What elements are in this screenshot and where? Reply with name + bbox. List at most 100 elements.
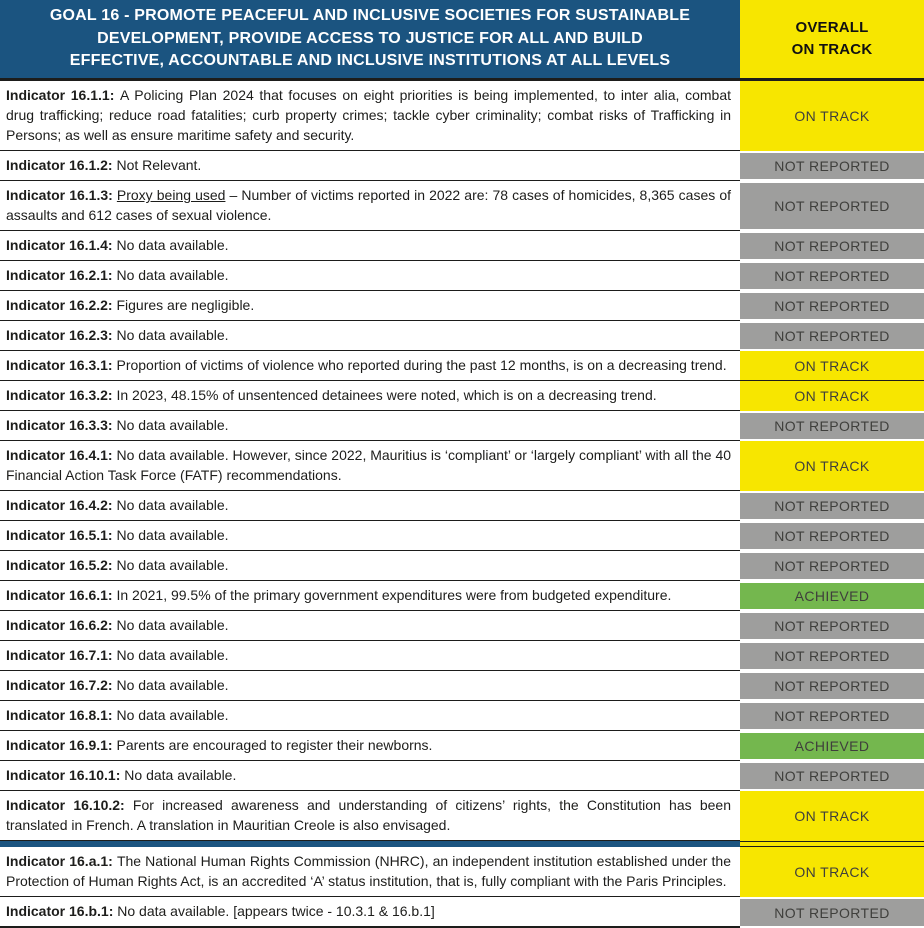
indicator-text: In 2021, 99.5% of the primary government…: [116, 587, 672, 604]
indicator-row: Indicator 16.1.2: Not Relevant. NOT REPOR…: [0, 151, 924, 182]
indicator-text-cell: Indicator 16.9.1: Parents are encouraged…: [0, 731, 740, 762]
indicator-row: Indicator 16.a.1: The National Human Rig…: [0, 847, 924, 898]
indicator-text-cell: Indicator 16.a.1: The National Human Rig…: [0, 847, 740, 898]
indicator-text: A Policing Plan 2024 that focuses on eig…: [6, 87, 732, 144]
status-badge: NOT REPORTED: [740, 183, 924, 230]
indicator-text: Figures are negligible.: [116, 297, 255, 314]
status-cell: ON TRACK: [740, 791, 924, 842]
status-badge: NOT REPORTED: [740, 493, 924, 520]
status-badge: ON TRACK: [740, 847, 924, 898]
indicator-label: Indicator 16.1.4:: [6, 237, 117, 254]
status-cell: NOT REPORTED: [740, 261, 924, 292]
indicator-text-cell: Indicator 16.b.1: No data available. [ap…: [0, 897, 740, 928]
status-cell: NOT REPORTED: [740, 231, 924, 262]
indicator-text: No data available.: [116, 497, 229, 514]
status-badge: ON TRACK: [740, 441, 924, 492]
status-badge: NOT REPORTED: [740, 263, 924, 290]
indicator-text: No data available.: [116, 267, 229, 284]
indicator-label: Indicator 16.2.3:: [6, 327, 117, 344]
indicator-label: Indicator 16.8.1:: [6, 707, 117, 724]
indicator-row: Indicator 16.1.3: Proxy being used – Num…: [0, 181, 924, 232]
indicator-row: Indicator 16.5.2: No data available. NOT …: [0, 551, 924, 582]
indicator-label: Indicator 16.10.2:: [6, 797, 133, 814]
status-badge: NOT REPORTED: [740, 153, 924, 180]
indicator-row: Indicator 16.1.4: No data available. NOT …: [0, 231, 924, 262]
indicator-text-cell: Indicator 16.10.1: No data available.: [0, 761, 740, 792]
indicator-row: Indicator 16.5.1: No data available. NOT …: [0, 521, 924, 552]
indicator-row: Indicator 16.7.2: No data available. NOT …: [0, 671, 924, 702]
indicator-row: Indicator 16.6.2: No data available. NOT …: [0, 611, 924, 642]
indicator-label: Indicator 16.1.2:: [6, 157, 117, 174]
status-badge: ACHIEVED: [740, 733, 924, 760]
indicator-text: No data available.: [116, 527, 229, 544]
indicator-row: Indicator 16.2.2: Figures are negligible…: [0, 291, 924, 322]
indicator-text-cell: Indicator 16.8.1: No data available.: [0, 701, 740, 732]
indicator-label: Indicator 16.4.1:: [6, 447, 117, 464]
indicator-rows-container: Indicator 16.1.1: A Policing Plan 2024 t…: [0, 81, 924, 928]
status-cell: NOT REPORTED: [740, 611, 924, 642]
status-cell: NOT REPORTED: [740, 321, 924, 352]
indicator-text: No data available.: [116, 617, 229, 634]
indicator-label: Indicator 16.5.2:: [6, 557, 117, 574]
indicator-text-cell: Indicator 16.3.3: No data available.: [0, 411, 740, 442]
status-cell: ON TRACK: [740, 847, 924, 898]
indicator-label: Indicator 16.6.2:: [6, 617, 117, 634]
indicator-underlined-text: Proxy being used: [116, 187, 226, 204]
section-divider: [0, 841, 924, 848]
indicator-row: Indicator 16.2.1: No data available. NOT …: [0, 261, 924, 292]
status-badge: ACHIEVED: [740, 583, 924, 610]
indicator-text-cell: Indicator 16.3.1: Proportion of victims …: [0, 351, 740, 382]
indicator-row: Indicator 16.3.2: In 2023, 48.15% of uns…: [0, 381, 924, 412]
indicator-text-cell: Indicator 16.5.1: No data available.: [0, 521, 740, 552]
status-cell: NOT REPORTED: [740, 491, 924, 522]
status-cell: NOT REPORTED: [740, 151, 924, 182]
indicator-text: No data available.: [116, 417, 229, 434]
status-badge: ON TRACK: [740, 791, 924, 842]
indicator-label: Indicator 16.a.1:: [6, 853, 117, 870]
indicator-text: In 2023, 48.15% of unsentenced detainees…: [116, 387, 657, 404]
indicator-text-cell: Indicator 16.2.2: Figures are negligible…: [0, 291, 740, 322]
indicator-text-cell: Indicator 16.2.3: No data available.: [0, 321, 740, 352]
status-cell: NOT REPORTED: [740, 671, 924, 702]
indicator-row: Indicator 16.7.1: No data available. NOT …: [0, 641, 924, 672]
indicator-text-cell: Indicator 16.10.2: For increased awarene…: [0, 791, 740, 842]
indicator-text-cell: Indicator 16.1.4: No data available.: [0, 231, 740, 262]
status-badge: ON TRACK: [740, 381, 924, 412]
indicator-text: Proportion of victims of violence who re…: [116, 357, 727, 374]
status-cell: ON TRACK: [740, 81, 924, 152]
status-badge: NOT REPORTED: [740, 413, 924, 440]
indicator-label: Indicator 16.4.2:: [6, 497, 117, 514]
status-badge: NOT REPORTED: [740, 523, 924, 550]
status-cell: NOT REPORTED: [740, 291, 924, 322]
indicator-text-cell: Indicator 16.2.1: No data available.: [0, 261, 740, 292]
status-cell: NOT REPORTED: [740, 411, 924, 442]
section-divider-status-strip: [740, 841, 924, 848]
status-cell: ON TRACK: [740, 381, 924, 412]
indicator-text: No data available.: [116, 707, 229, 724]
indicator-text-cell: Indicator 16.6.2: No data available.: [0, 611, 740, 642]
status-cell: NOT REPORTED: [740, 701, 924, 732]
indicator-text: No data available.: [116, 237, 229, 254]
indicator-label: Indicator 16.6.1:: [6, 587, 117, 604]
status-badge: NOT REPORTED: [740, 613, 924, 640]
indicator-text-cell: Indicator 16.6.1: In 2021, 99.5% of the …: [0, 581, 740, 612]
table-header-row: GOAL 16 - PROMOTE PEACEFUL AND INCLUSIVE…: [0, 0, 924, 82]
indicator-label: Indicator 16.7.1:: [6, 647, 117, 664]
indicator-label: Indicator 16.2.2:: [6, 297, 117, 314]
indicator-label: Indicator 16.1.3:: [6, 187, 117, 204]
status-badge: ON TRACK: [740, 351, 924, 381]
status-badge: NOT REPORTED: [740, 323, 924, 350]
indicator-row: Indicator 16.10.2: For increased awarene…: [0, 791, 924, 842]
indicator-text-cell: Indicator 16.7.1: No data available.: [0, 641, 740, 672]
status-badge: NOT REPORTED: [740, 233, 924, 260]
indicator-row: Indicator 16.6.1: In 2021, 99.5% of the …: [0, 581, 924, 612]
status-cell: ON TRACK: [740, 441, 924, 492]
status-badge: NOT REPORTED: [740, 673, 924, 700]
goal-title: GOAL 16 - PROMOTE PEACEFUL AND INCLUSIVE…: [0, 0, 740, 79]
indicator-label: Indicator 16.5.1:: [6, 527, 117, 544]
status-cell: NOT REPORTED: [740, 641, 924, 672]
indicator-text-cell: Indicator 16.4.1: No data available. How…: [0, 441, 740, 492]
status-badge: ON TRACK: [740, 81, 924, 152]
indicator-text: No data available.: [116, 647, 229, 664]
section-divider-bar: [0, 841, 740, 848]
